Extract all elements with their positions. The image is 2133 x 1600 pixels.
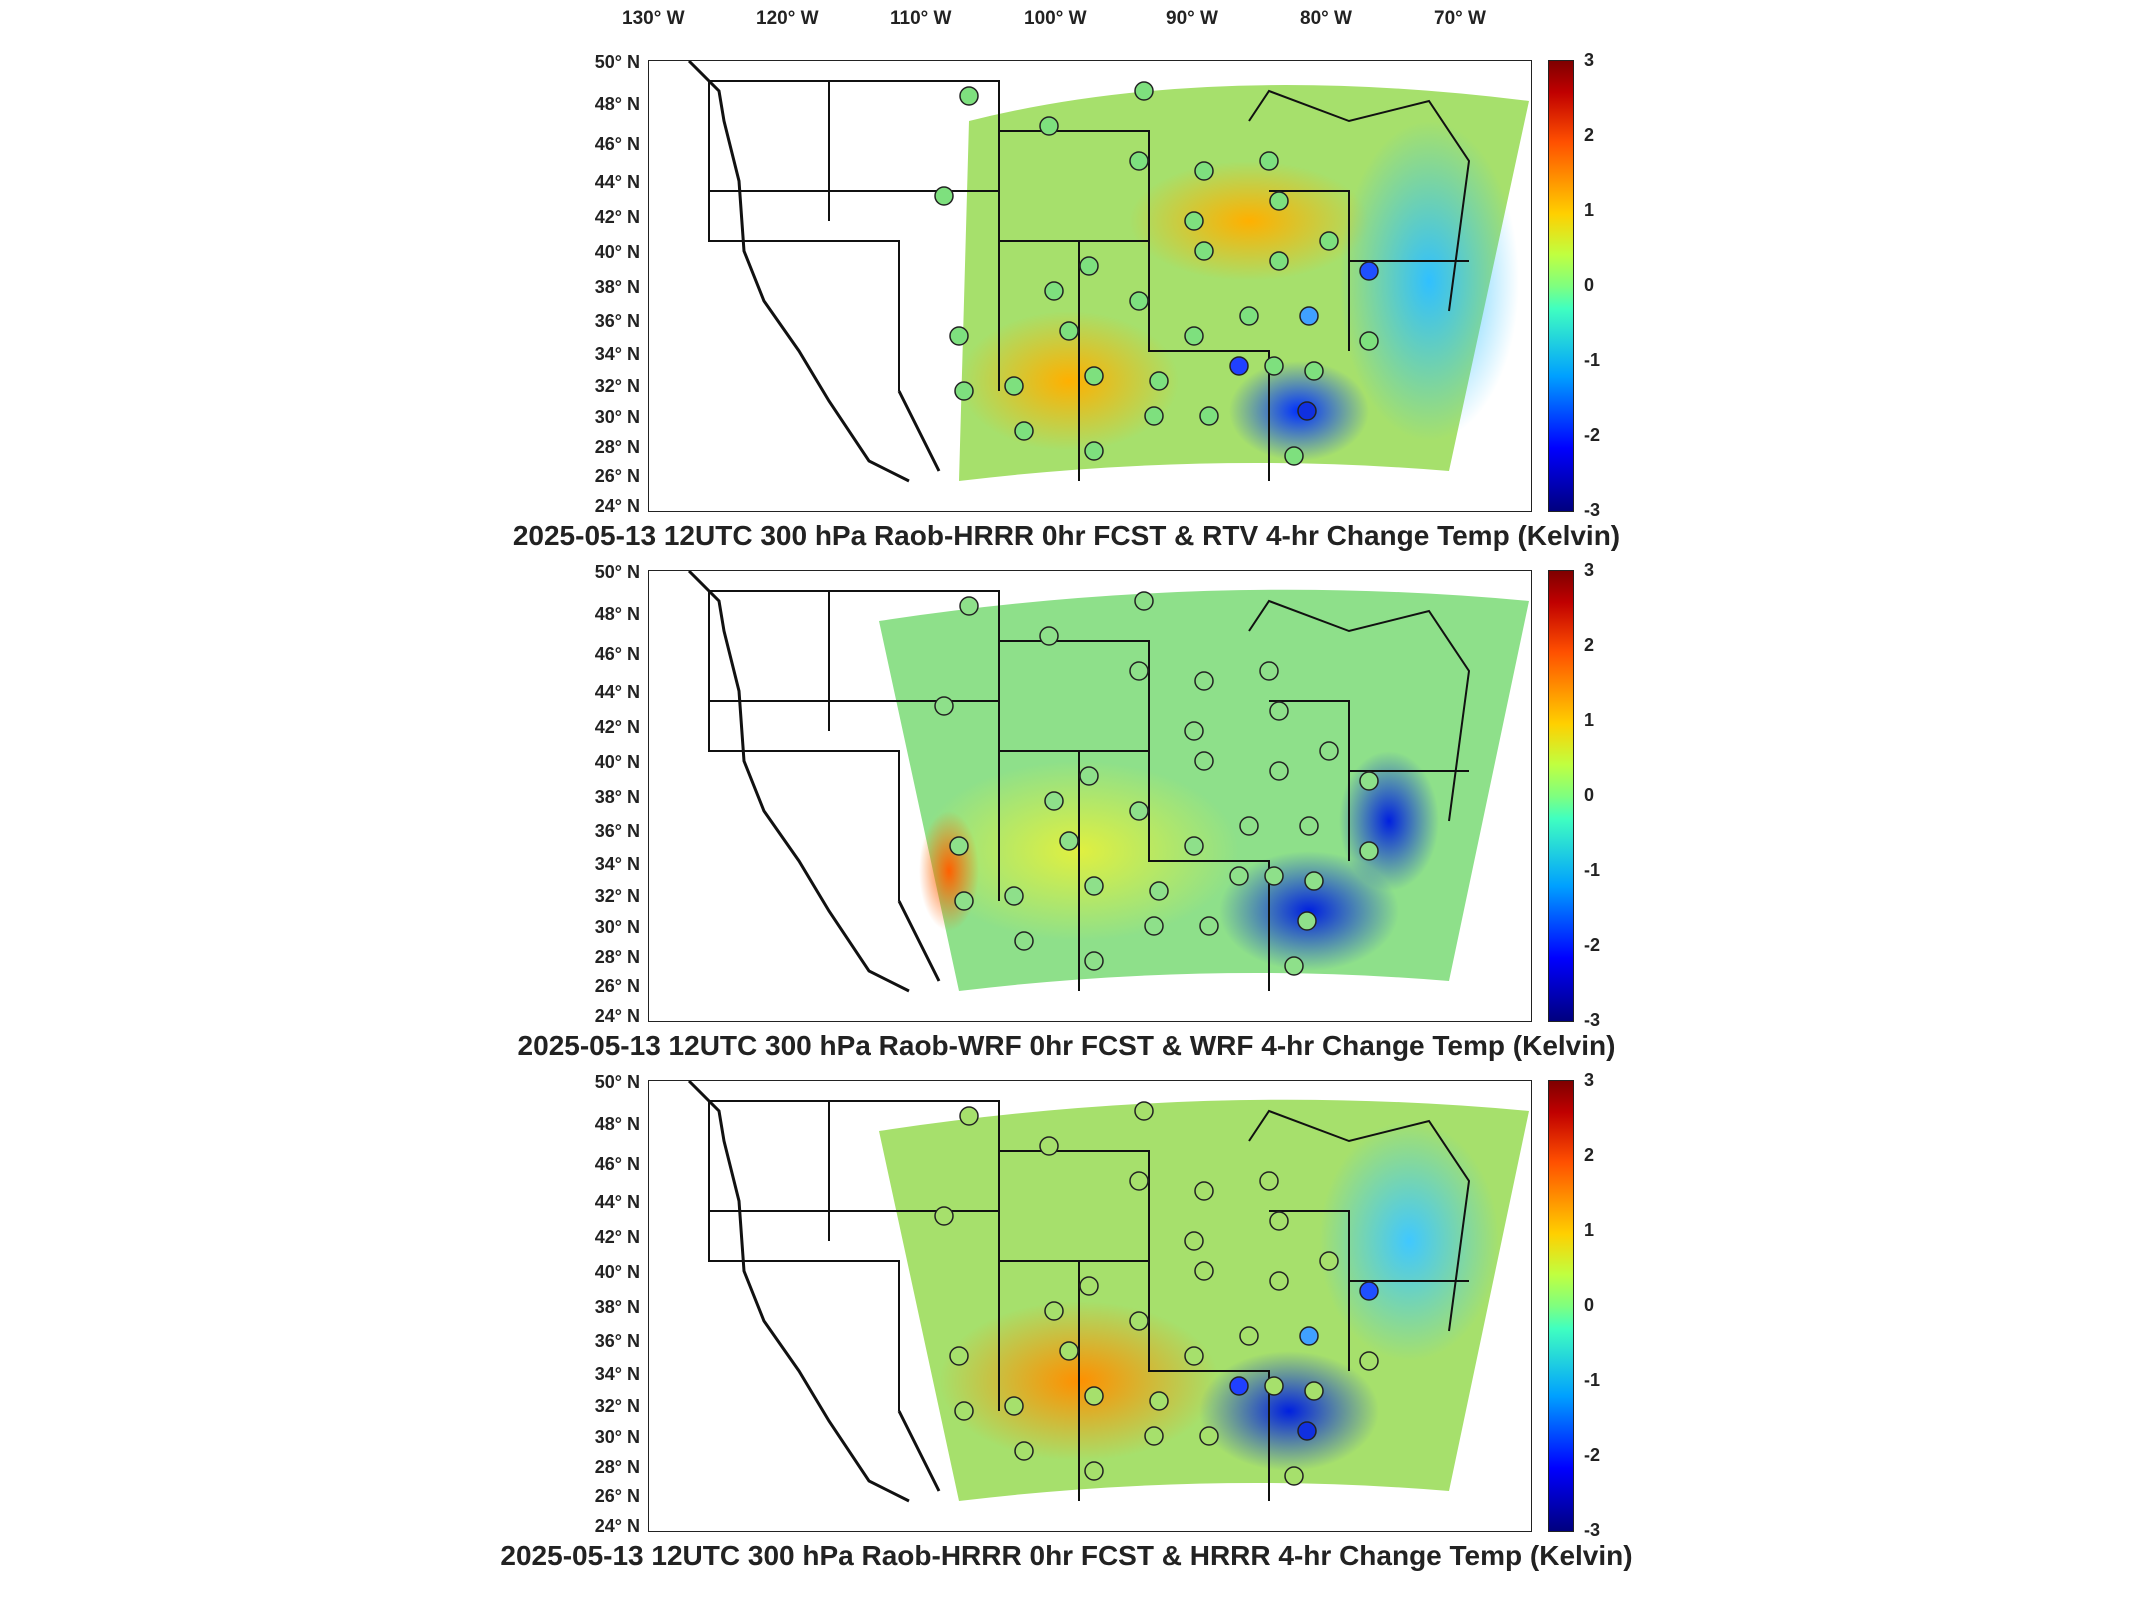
lat-label-26n: 26° N [594, 466, 640, 486]
colorbar-tick: -1 [1584, 350, 1601, 370]
colorbar-tick: 0 [1584, 1295, 1595, 1315]
cold-anomaly [1219, 851, 1399, 971]
lat-label-50n: 50° N [594, 52, 640, 72]
colorbar-tick: -3 [1584, 500, 1601, 520]
map-svg-2 [687, 571, 1529, 993]
lat-label-32n: 32° N [594, 1396, 640, 1416]
lat-label-24n: 24° N [594, 1516, 640, 1536]
coastline [687, 1081, 941, 1503]
lat-label-28n: 28° N [594, 947, 640, 967]
lat-label-46n: 46° N [594, 644, 640, 664]
colorbar-tick: 0 [1584, 785, 1595, 805]
colorbar-1 [1548, 60, 1574, 512]
colorbar-tick: -3 [1584, 1520, 1601, 1540]
colorbar-tick: 2 [1584, 125, 1595, 145]
coastline [687, 571, 941, 993]
lat-label-24n: 24° N [594, 496, 640, 516]
colorbar-tick: 3 [1584, 1070, 1595, 1090]
lat-label-36n: 36° N [594, 1331, 640, 1351]
lon-label-80w: 80° W [1300, 8, 1352, 29]
colorbar-tick: -3 [1584, 1010, 1601, 1030]
colorbar-tick: -2 [1584, 935, 1601, 955]
colorbar-tick: 1 [1584, 1220, 1595, 1240]
colorbar-tick: 1 [1584, 710, 1595, 730]
state-borders [708, 80, 1471, 481]
lat-label-50n: 50° N [594, 562, 640, 582]
lat-label-44n: 44° N [594, 682, 640, 702]
lon-label-100w: 100° W [1024, 8, 1087, 29]
colorbar-tick: -2 [1584, 425, 1601, 445]
map-panel-2 [648, 570, 1532, 1022]
cool-anomaly [1319, 1121, 1499, 1361]
lat-label-46n: 46° N [594, 1154, 640, 1174]
lat-label-30n: 30° N [594, 917, 640, 937]
lon-label-70w: 70° W [1434, 8, 1486, 29]
station-markers [934, 1101, 1379, 1486]
lat-label-26n: 26° N [594, 1486, 640, 1506]
lon-label-90w: 90° W [1166, 8, 1218, 29]
lat-label-34n: 34° N [594, 344, 640, 364]
lat-label-30n: 30° N [594, 1427, 640, 1447]
lat-label-36n: 36° N [594, 821, 640, 841]
colorbar-2 [1548, 570, 1574, 1022]
lat-label-28n: 28° N [594, 437, 640, 457]
colorbar-tick: 3 [1584, 560, 1595, 580]
lat-label-32n: 32° N [594, 376, 640, 396]
lat-label-24n: 24° N [594, 1006, 640, 1026]
map-svg-3 [687, 1081, 1529, 1503]
lat-label-48n: 48° N [594, 94, 640, 114]
colorbar-tick: 1 [1584, 200, 1595, 220]
lat-label-26n: 26° N [594, 976, 640, 996]
lon-label-110w: 110° W [890, 8, 952, 29]
panel-title-1: 2025-05-13 12UTC 300 hPa Raob-HRRR 0hr F… [512, 520, 1621, 551]
station-markers [934, 591, 1379, 976]
lat-label-40n: 40° N [594, 1262, 640, 1282]
warm-anomaly [959, 311, 1179, 451]
lat-label-50n: 50° N [594, 1072, 640, 1092]
lat-label-38n: 38° N [594, 277, 640, 297]
lat-label-46n: 46° N [594, 134, 640, 154]
colorbar-tick: 2 [1584, 635, 1595, 655]
lat-label-48n: 48° N [594, 604, 640, 624]
lat-label-28n: 28° N [594, 1457, 640, 1477]
state-borders [708, 1100, 1471, 1501]
lat-label-48n: 48° N [594, 1114, 640, 1134]
map-panel-1 [648, 60, 1532, 512]
lat-label-30n: 30° N [594, 407, 640, 427]
coastline [687, 61, 941, 483]
warm-anomaly [1129, 161, 1369, 281]
lat-label-34n: 34° N [594, 1364, 640, 1384]
lat-label-36n: 36° N [594, 311, 640, 331]
lat-label-40n: 40° N [594, 242, 640, 262]
colorbar-tick: 0 [1584, 275, 1595, 295]
warm-anomaly [919, 811, 979, 931]
lat-label-40n: 40° N [594, 752, 640, 772]
lat-label-38n: 38° N [594, 787, 640, 807]
lon-label-120w: 120° W [756, 8, 819, 29]
colorbar-tick: -1 [1584, 860, 1601, 880]
colorbar-tick: -1 [1584, 1370, 1601, 1390]
colorbar-tick: 2 [1584, 1145, 1595, 1165]
lat-label-44n: 44° N [594, 1192, 640, 1212]
colorbar-tick: -2 [1584, 1445, 1601, 1465]
lat-label-42n: 42° N [594, 207, 640, 227]
map-panel-3 [648, 1080, 1532, 1532]
lat-label-38n: 38° N [594, 1297, 640, 1317]
lat-label-34n: 34° N [594, 854, 640, 874]
panel-title-2: 2025-05-13 12UTC 300 hPa Raob-WRF 0hr FC… [517, 1030, 1616, 1061]
cold-anomaly [1199, 1351, 1379, 1471]
lat-label-32n: 32° N [594, 886, 640, 906]
station-markers [934, 81, 1379, 466]
colorbar-tick: 3 [1584, 50, 1595, 70]
lat-label-44n: 44° N [594, 172, 640, 192]
cool-anomaly [1339, 121, 1519, 441]
lat-label-42n: 42° N [594, 717, 640, 737]
panel-title-3: 2025-05-13 12UTC 300 hPa Raob-HRRR 0hr F… [500, 1540, 1633, 1571]
lat-label-42n: 42° N [594, 1227, 640, 1247]
colorbar-3 [1548, 1080, 1574, 1532]
lon-label-130w: 130° W [622, 8, 685, 29]
map-svg-1 [687, 61, 1529, 483]
state-borders [708, 590, 1471, 991]
